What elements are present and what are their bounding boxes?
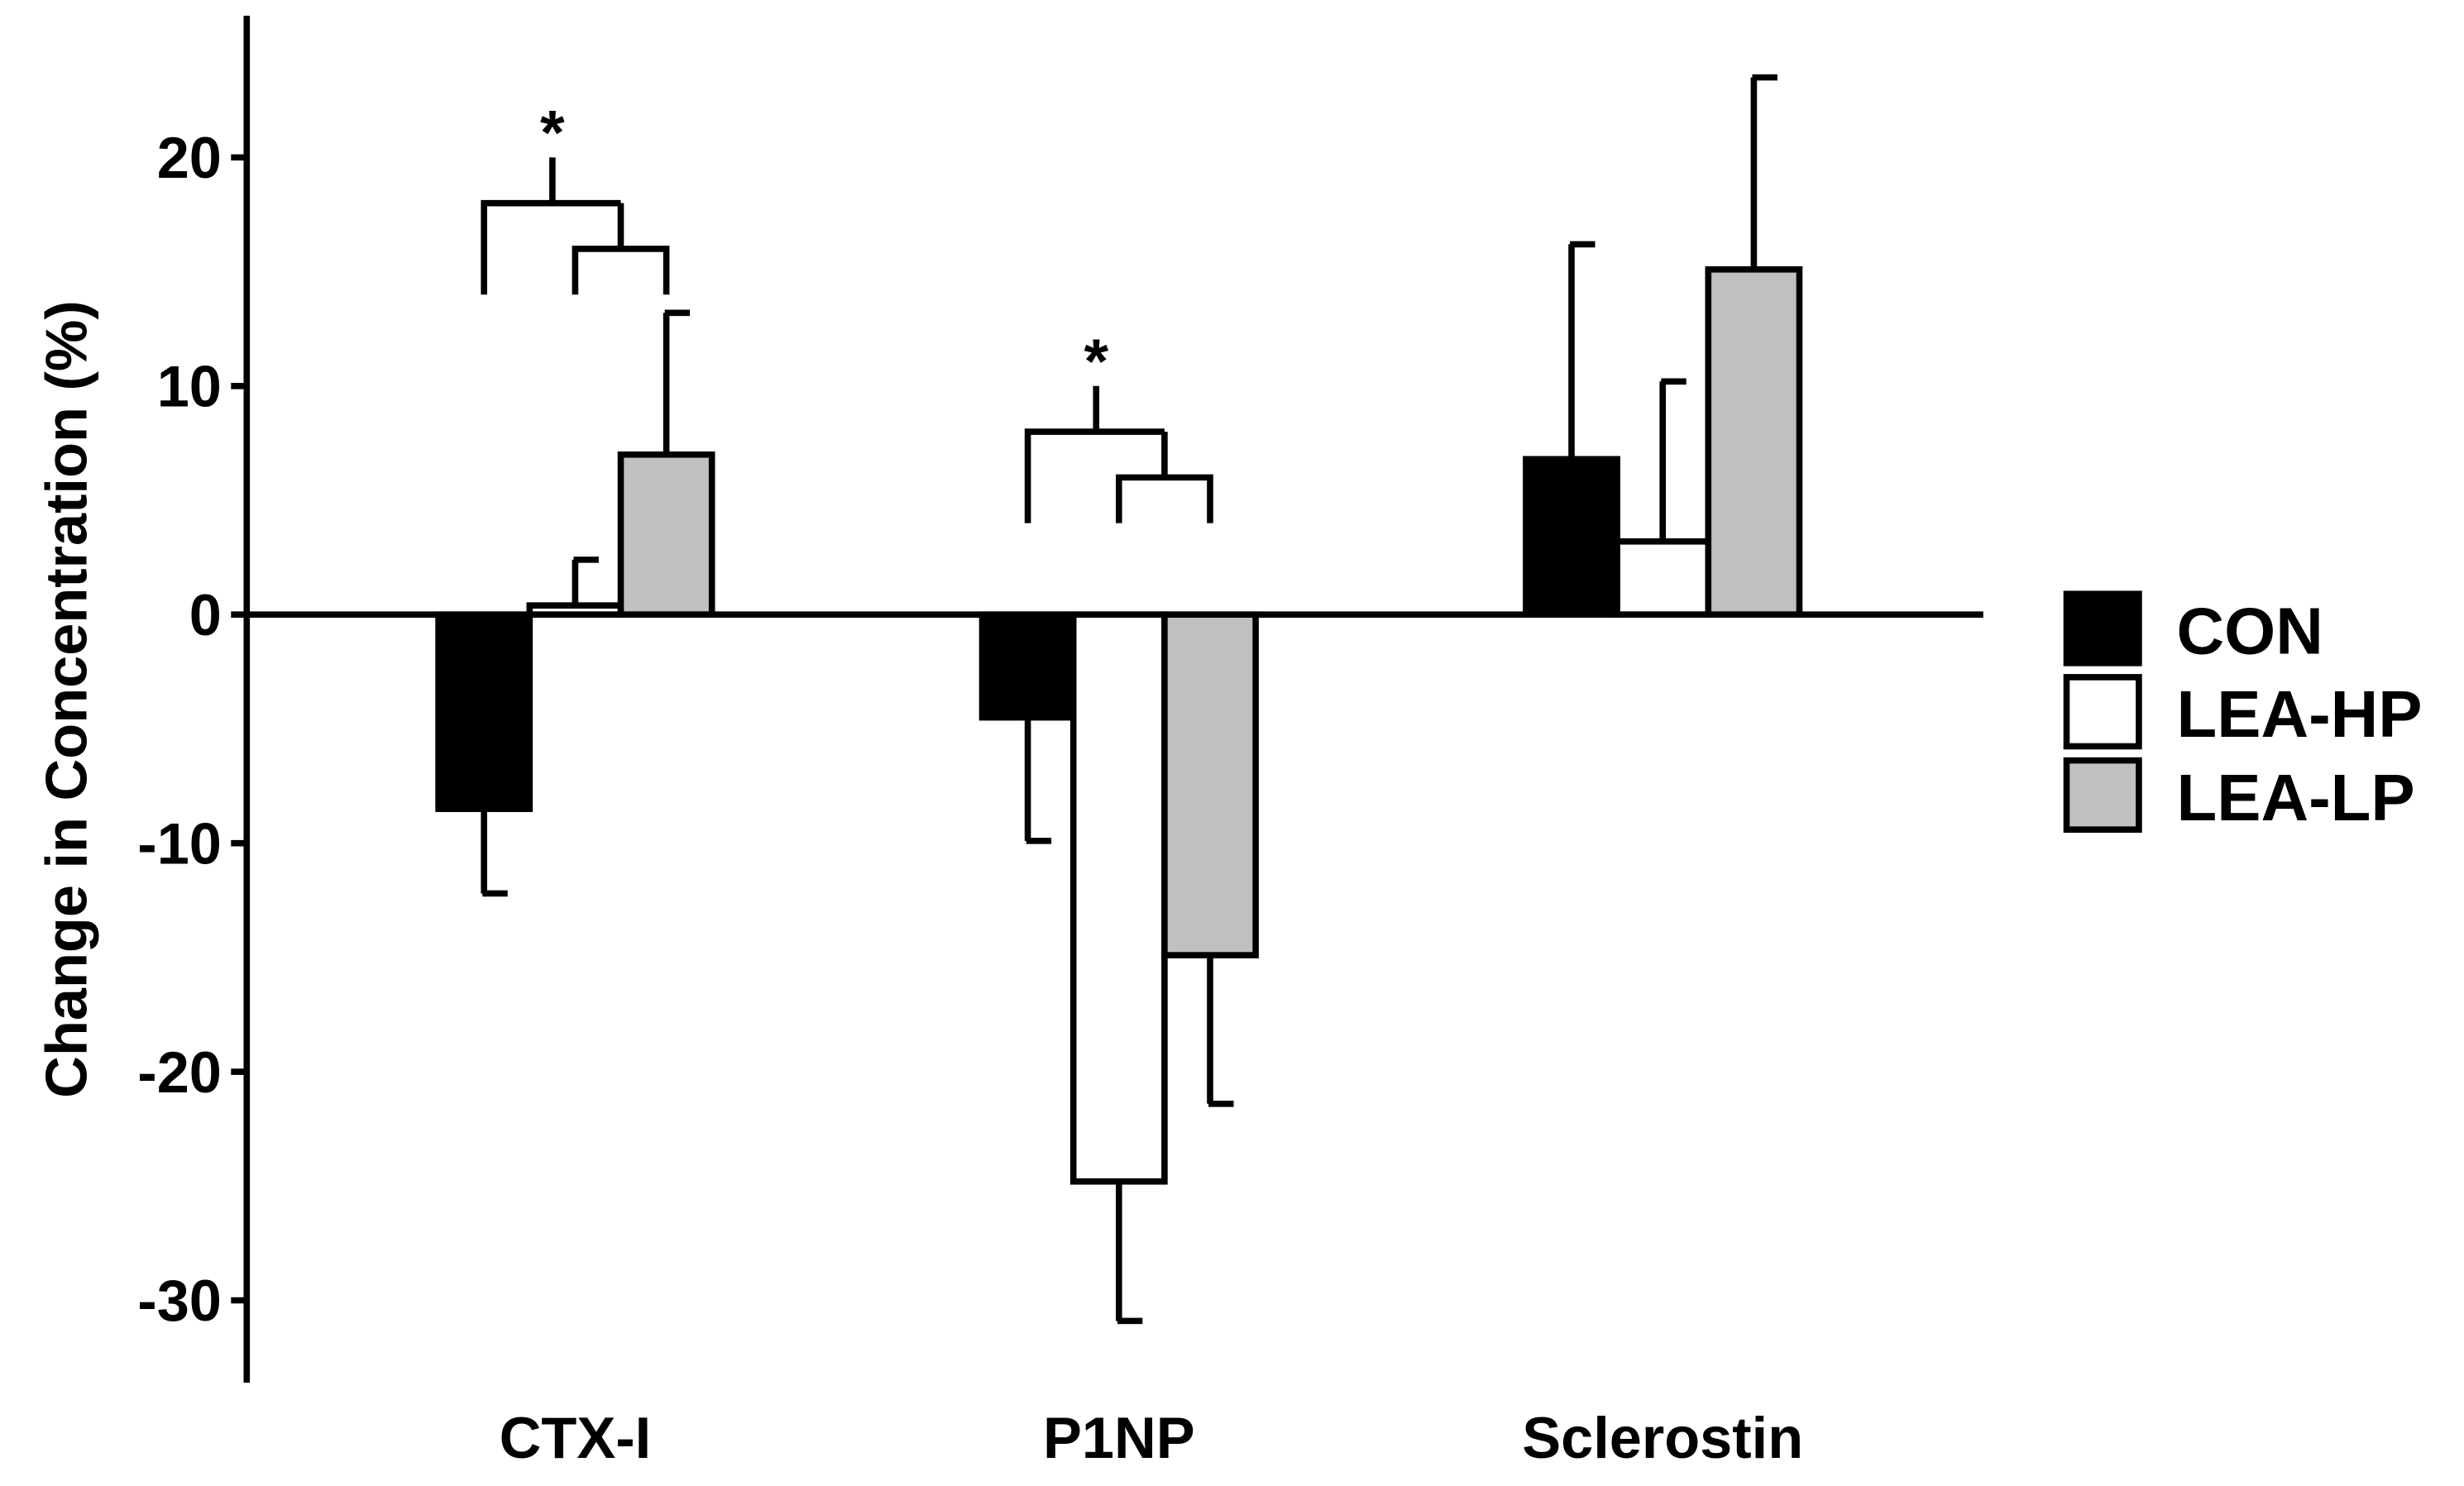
bar [1069,611,1168,1185]
y-axis-title: Change in Concentration (%) [34,300,99,1098]
legend-swatch [2063,757,2142,834]
x-tick-label: CTX-I [500,1405,652,1470]
plot: Change in Concentration (%) -30 -20 -10 0 10… [34,16,2423,1470]
legend-swatch [2063,674,2142,750]
y-tick-label: -20 [137,1039,222,1105]
bar [1705,266,1803,619]
bar [1523,456,1620,619]
legend-label: CON [2177,594,2323,667]
bar [1614,538,1712,619]
legend-label: LEA-HP [2177,677,2423,751]
bar [1161,611,1259,958]
y-tick-label: 10 [157,354,222,419]
y-tick-label: 20 [157,125,222,190]
y-tick-label: -30 [137,1268,222,1333]
y-tick-label: 0 [189,582,222,647]
bar [978,611,1077,721]
legend-swatch [2063,590,2142,667]
y-tick-label: -10 [137,810,222,876]
x-tick-label: P1NP [1043,1405,1195,1470]
bar [617,451,715,619]
significance-bracket [1024,385,1213,523]
legend-label: LEA-LP [2177,761,2415,834]
bar [435,611,533,812]
significance-bracket [481,157,670,295]
x-tick-label: Sclerostin [1522,1405,1803,1470]
annotation: * [1084,327,1108,397]
annotation: * [540,98,565,169]
